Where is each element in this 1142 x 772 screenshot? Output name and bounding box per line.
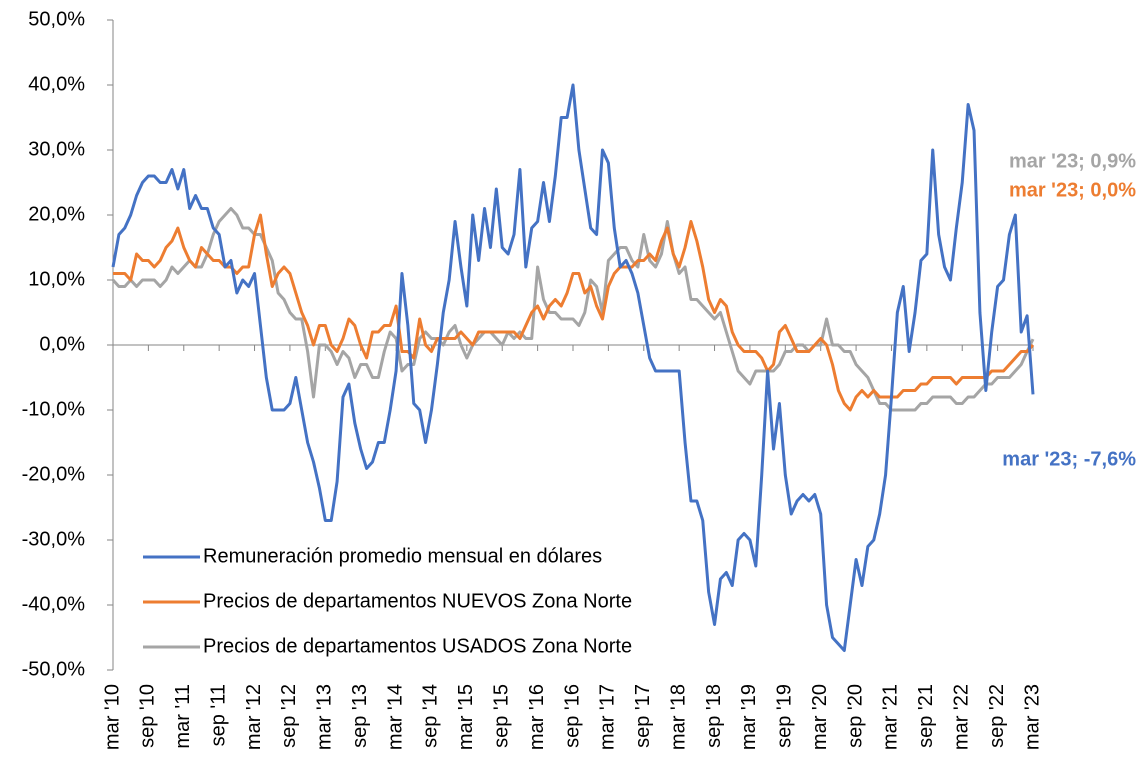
x-tick-label: sep '11 (207, 684, 229, 746)
x-tick-label: sep '21 (915, 684, 937, 748)
x-tick-label: mar '14 (384, 684, 406, 750)
x-tick-label: sep '15 (491, 684, 513, 748)
data-label: mar '23; 0,9% (1009, 150, 1136, 172)
y-tick-label: 20,0% (28, 203, 85, 225)
legend-label: Remuneración promedio mensual en dólares (203, 545, 602, 567)
x-tick-label: mar '10 (101, 684, 123, 750)
data-label: mar '23; -7,6% (1002, 448, 1136, 470)
y-tick-label: -10,0% (22, 398, 86, 420)
x-tick-label: mar '15 (455, 684, 477, 750)
y-tick-label: 50,0% (28, 8, 85, 30)
x-tick-label: sep '20 (844, 684, 866, 748)
x-tick-label: mar '20 (809, 684, 831, 750)
legend-label: Precios de departamentos NUEVOS Zona Nor… (203, 590, 632, 612)
x-tick-label: mar '16 (526, 684, 548, 750)
data-label: mar '23; 0,0% (1009, 179, 1136, 201)
series-line (111, 83, 1035, 652)
series-line (111, 207, 1035, 412)
x-tick-label: sep '18 (703, 684, 725, 748)
x-tick-label: mar '11 (172, 684, 194, 749)
y-tick-label: -30,0% (22, 528, 86, 550)
x-tick-label: mar '23 (1021, 684, 1043, 750)
x-tick-label: mar '22 (951, 684, 973, 750)
x-tick-label: sep '19 (774, 684, 796, 748)
x-tick-label: sep '12 (278, 684, 300, 748)
y-tick-label: 10,0% (28, 268, 85, 290)
y-tick-label: -40,0% (22, 593, 86, 615)
x-tick-label: sep '13 (349, 684, 371, 748)
y-tick-label: 30,0% (28, 138, 85, 160)
y-tick-label: 40,0% (28, 73, 85, 95)
legend-label: Precios de departamentos USADOS Zona Nor… (203, 635, 632, 657)
x-tick-label: mar '21 (880, 684, 902, 750)
x-tick-label: sep '16 (561, 684, 583, 748)
x-tick-label: mar '18 (667, 684, 689, 750)
y-tick-label: -50,0% (22, 658, 86, 680)
x-tick-label: mar '13 (314, 684, 336, 750)
x-tick-label: mar '19 (738, 684, 760, 750)
x-tick-label: sep '14 (420, 684, 442, 748)
x-tick-label: sep '22 (986, 684, 1008, 748)
y-tick-label: -20,0% (22, 463, 86, 485)
series-line (113, 213, 1035, 412)
x-tick-label: mar '17 (597, 684, 619, 750)
x-tick-label: sep '17 (632, 684, 654, 748)
y-tick-label: 0,0% (39, 333, 85, 355)
x-tick-label: mar '12 (243, 684, 265, 750)
x-tick-label: sep '10 (137, 684, 159, 748)
